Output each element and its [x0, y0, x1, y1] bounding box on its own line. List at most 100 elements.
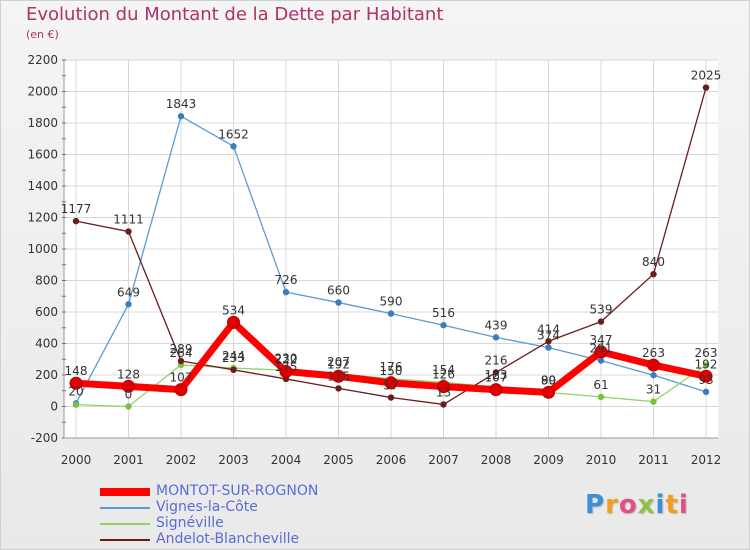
- chart-subtitle: (en €): [26, 28, 59, 41]
- data-label: 154: [432, 363, 455, 377]
- data-point: [489, 383, 503, 397]
- data-label: 89: [541, 373, 556, 387]
- data-point: [440, 401, 447, 408]
- data-label: 289: [170, 342, 193, 356]
- data-label: 649: [117, 285, 140, 299]
- data-label: 263: [695, 346, 718, 360]
- legend-swatch-montot: [100, 488, 150, 496]
- data-label: 107: [485, 371, 508, 385]
- data-label: 13: [436, 385, 451, 399]
- x-tick-label: 2000: [61, 453, 92, 467]
- data-point: [545, 344, 552, 351]
- legend-label-vignes: Vignes-la-Côte: [156, 499, 258, 515]
- y-tick-label: 1600: [27, 148, 58, 162]
- data-point: [492, 334, 500, 341]
- data-point: [647, 358, 660, 372]
- data-point: [545, 338, 552, 345]
- data-label: 539: [590, 303, 613, 317]
- data-point: [594, 345, 608, 359]
- y-tick-label: 0: [50, 400, 58, 414]
- data-label: 61: [593, 378, 608, 392]
- data-label: 291: [590, 342, 613, 356]
- data-point: [597, 393, 605, 401]
- data-point: [384, 376, 398, 390]
- data-point: [282, 288, 290, 296]
- data-label: 216: [485, 353, 508, 367]
- y-tick-label: 400: [35, 337, 58, 351]
- x-tick-label: 2003: [218, 453, 249, 467]
- y-tick-label: 600: [35, 305, 58, 319]
- data-label: 175: [275, 360, 298, 374]
- y-tick-label: 800: [35, 274, 58, 288]
- y-tick-label: 1800: [27, 116, 58, 130]
- data-label: 123: [485, 368, 508, 382]
- legend-swatch-vignes: [100, 507, 150, 509]
- y-tick-label: 1400: [27, 179, 58, 193]
- logo-letter-o: o: [618, 490, 638, 520]
- x-tick-label: 2007: [428, 453, 459, 467]
- legend-label-signeville: Signéville: [156, 515, 224, 531]
- y-tick-label: 200: [35, 368, 58, 382]
- data-point: [492, 369, 500, 376]
- data-label: 439: [485, 318, 508, 332]
- data-point: [702, 84, 710, 91]
- data-point: [122, 379, 135, 393]
- legend-label-andelot: Andelot-Blancheville: [156, 531, 300, 547]
- data-label: 93: [698, 373, 713, 387]
- data-label: 230: [275, 351, 298, 365]
- data-label: 1177: [61, 202, 92, 216]
- data-point: [227, 315, 240, 329]
- data-point: [177, 113, 185, 120]
- data-label: 222: [275, 353, 298, 367]
- data-label: 347: [590, 333, 613, 347]
- logo-letter-i: i: [655, 490, 666, 520]
- data-point: [332, 369, 345, 383]
- data-label: 107: [170, 371, 193, 385]
- proxiti-logo: Proxiti: [585, 490, 689, 520]
- logo-letter-r: r: [605, 490, 619, 520]
- data-label: 264: [170, 346, 193, 360]
- data-label: 31: [646, 383, 661, 397]
- line-chart: -200020040060080010001200140016001800200…: [27, 53, 722, 467]
- data-label: 534: [222, 303, 245, 317]
- x-tick-label: 2011: [638, 453, 669, 467]
- data-label: 244: [222, 349, 245, 363]
- data-label: 660: [327, 284, 350, 298]
- data-point: [335, 385, 342, 392]
- data-point: [597, 357, 605, 364]
- x-tick-label: 2001: [113, 453, 144, 467]
- data-point: [542, 385, 555, 399]
- y-tick-label: 2200: [27, 53, 58, 67]
- data-point: [650, 271, 657, 278]
- data-point: [230, 366, 237, 374]
- data-label: 1652: [218, 127, 249, 141]
- logo-letter-p: P: [585, 490, 606, 520]
- x-tick-label: 2006: [376, 453, 407, 467]
- legend-swatch-andelot: [100, 539, 150, 541]
- data-point: [440, 322, 447, 329]
- data-point: [69, 376, 83, 390]
- data-point: [174, 383, 188, 397]
- data-label: 0: [125, 388, 133, 402]
- data-point: [125, 301, 132, 308]
- legend-swatch-signeville: [100, 523, 150, 525]
- data-label: 192: [695, 357, 718, 371]
- data-label: 20: [68, 384, 83, 398]
- logo-letter-i2: i: [678, 490, 689, 520]
- data-point: [177, 357, 185, 365]
- data-label: 176: [380, 360, 403, 374]
- data-label: 263: [642, 346, 665, 360]
- logo-letter-x: x: [637, 490, 656, 520]
- y-tick-label: 2000: [27, 85, 58, 99]
- data-label: 840: [642, 255, 665, 269]
- data-point: [597, 318, 605, 325]
- data-label: 126: [432, 368, 455, 382]
- data-point: [387, 310, 395, 317]
- data-label: 1111: [113, 213, 144, 227]
- data-label: 150: [380, 364, 403, 378]
- x-tick-label: 2002: [166, 453, 197, 467]
- x-tick-label: 2012: [691, 453, 722, 467]
- data-label: 57: [383, 379, 398, 393]
- y-tick-label: 1200: [27, 211, 58, 225]
- data-point: [650, 371, 657, 379]
